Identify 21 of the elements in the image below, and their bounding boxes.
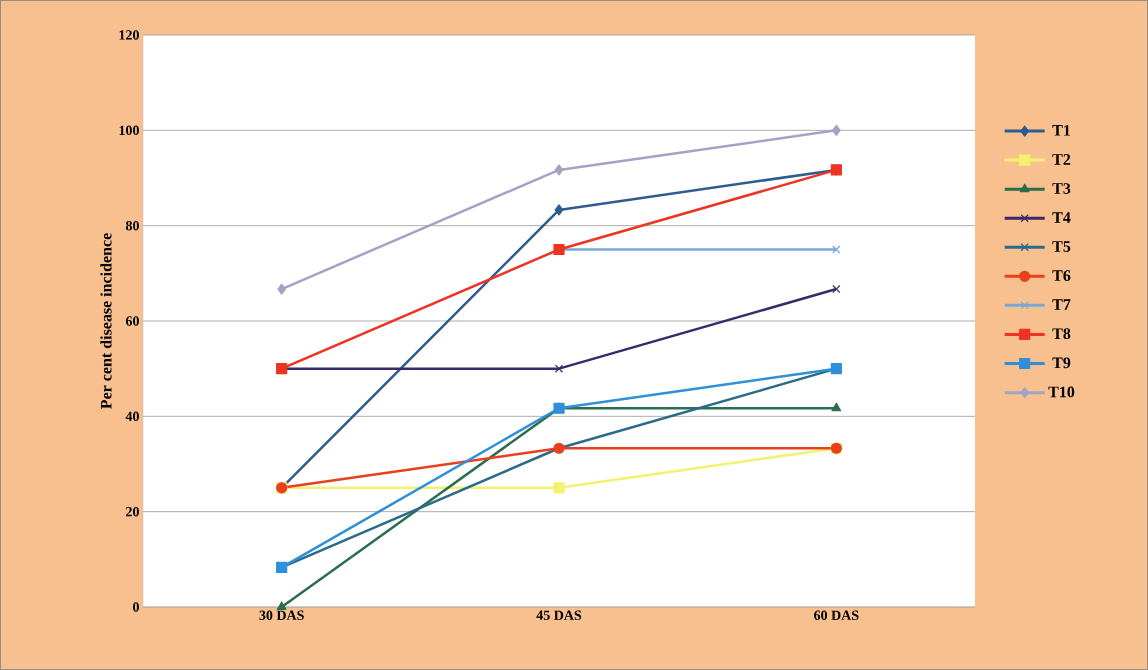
y-tick-label: 120 bbox=[119, 30, 139, 40]
legend-label: T2 bbox=[1052, 154, 1071, 165]
y-tick-label: 20 bbox=[126, 506, 139, 517]
x-tick-label: 60 DAS bbox=[814, 610, 859, 620]
legend-label: T3 bbox=[1052, 183, 1071, 194]
legend-label: T7 bbox=[1052, 299, 1071, 310]
legend-label: T10 bbox=[1048, 386, 1075, 398]
x-tick-label: 45 DAS bbox=[536, 610, 582, 620]
legend-label: T5 bbox=[1052, 241, 1071, 252]
legend-label: T1 bbox=[1052, 125, 1071, 136]
y-tick-label: 80 bbox=[125, 220, 139, 231]
y-axis-title: Per cent disease incidence bbox=[100, 233, 112, 409]
legend-label: T6 bbox=[1052, 270, 1071, 281]
legend-label: T8 bbox=[1052, 328, 1071, 340]
legend-label: T4 bbox=[1052, 212, 1071, 223]
y-tick-label: 40 bbox=[125, 411, 139, 422]
legend-label: T9 bbox=[1052, 357, 1071, 369]
y-tick-label: 100 bbox=[119, 125, 139, 136]
x-tick-label: 30 DAS bbox=[259, 610, 304, 620]
y-tick-label: 60 bbox=[125, 316, 139, 326]
y-tick-label: 0 bbox=[133, 602, 139, 612]
